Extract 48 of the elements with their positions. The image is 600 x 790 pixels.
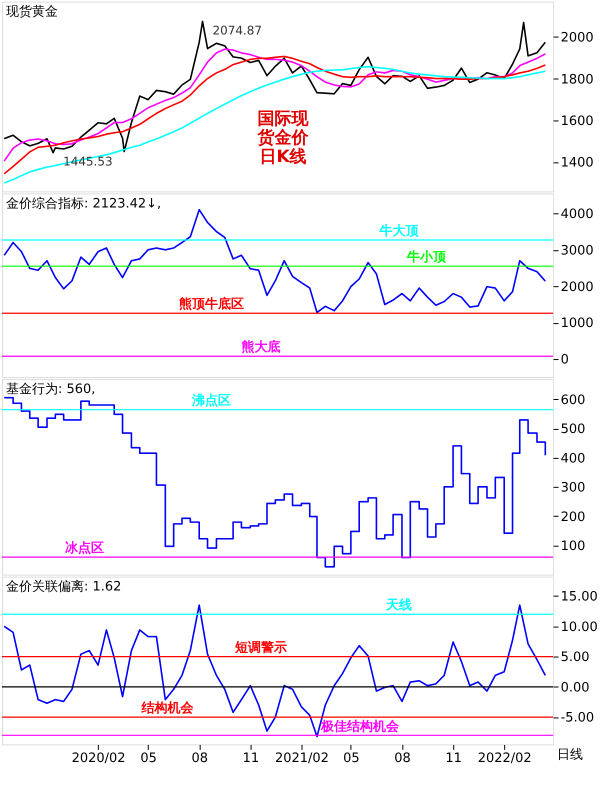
y-tick-label: 600 <box>560 392 586 408</box>
y-tick-label: 500 <box>560 422 586 438</box>
ref-line-label: 熊顶牛底区 <box>178 296 244 312</box>
ref-line-label: 牛小顶 <box>406 250 447 266</box>
x-tick-label: 2020/02 <box>72 750 126 766</box>
x-tick-label: 11 <box>242 750 260 766</box>
annotation: 1445.53 <box>63 154 113 169</box>
y-tick-label: -5.00 <box>560 710 594 726</box>
y-tick-label: 200 <box>560 510 586 525</box>
y-tick-label: 1800 <box>560 72 594 88</box>
y-tick-label: 300 <box>560 480 586 496</box>
ref-line-label: 沸点区 <box>190 392 231 409</box>
annotation: 2074.87 <box>212 23 262 38</box>
y-tick-label: 15.00 <box>560 590 598 605</box>
y-tick-label: 4000 <box>560 206 594 222</box>
text: 日线 <box>557 747 584 762</box>
x-tick-label: 08 <box>191 750 208 766</box>
line-series <box>3 208 546 314</box>
y-tick-label: 2000 <box>560 280 594 295</box>
chart-title: 现货黄金 <box>6 4 58 20</box>
annotation: 国际现货金价日K线 <box>256 109 310 168</box>
ref-line-label: 冰点区 <box>65 540 104 556</box>
chart-title: 金价综合指标: 2123.42↓, <box>6 196 162 212</box>
ref-line-label: 极佳结构机会 <box>320 719 400 734</box>
y-tick-label: 10.00 <box>560 620 598 635</box>
x-tick-label: 2021/02 <box>274 750 329 766</box>
y-tick-label: 400 <box>560 451 586 466</box>
x-tick-label: 08 <box>394 750 411 766</box>
ref-line-label: 牛大顶 <box>378 224 420 239</box>
y-tick-label: 0 <box>560 352 569 368</box>
ref-line-label: 熊大底 <box>242 339 281 356</box>
x-tick-label: 11 <box>445 750 462 766</box>
y-tick-label: 2000 <box>560 30 594 46</box>
x-tick-label: 05 <box>343 750 360 766</box>
x-tick-label: 05 <box>140 750 157 766</box>
y-tick-label: 0.00 <box>560 680 590 696</box>
y-tick-label: 100 <box>560 538 586 554</box>
y-tick-label: 1400 <box>560 156 594 171</box>
chart-title: 基金行为: 560, <box>6 382 96 397</box>
ref-line-label: 天线 <box>384 598 412 614</box>
chart-title: 金价关联偏离: 1.62 <box>6 578 122 595</box>
ref-line-label: 结构机会 <box>140 701 194 716</box>
y-tick-label: 1000 <box>560 316 594 332</box>
ref-line-label: 短调警示 <box>234 640 288 656</box>
y-tick-label: 5.00 <box>560 650 590 666</box>
y-tick-label: 3000 <box>560 243 594 258</box>
y-tick-label: 1600 <box>560 114 594 129</box>
x-tick-label: 2022/02 <box>478 750 532 766</box>
